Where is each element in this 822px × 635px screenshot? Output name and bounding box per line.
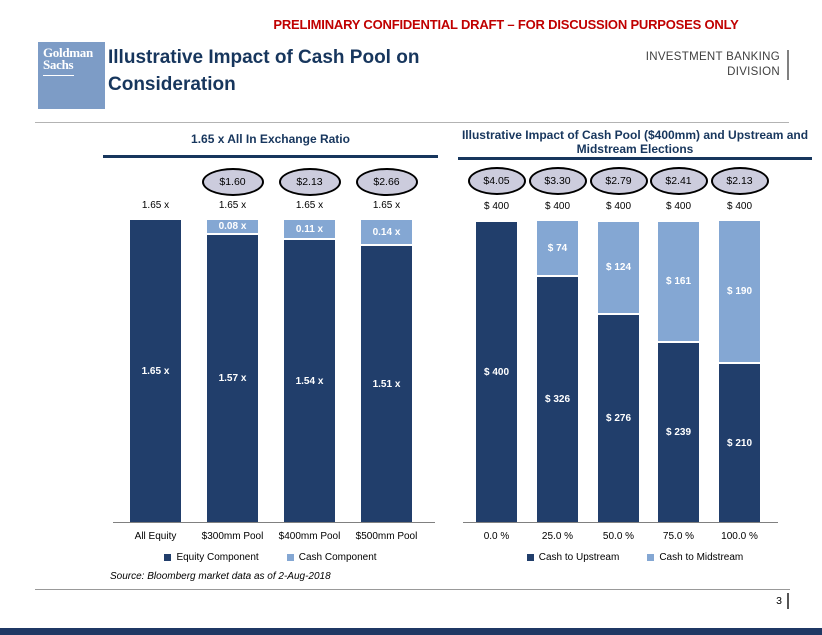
logo-text: Goldman Sachs: [38, 42, 105, 71]
callout-ellipse: $2.13: [278, 168, 341, 196]
logo-line2: Sachs: [43, 57, 74, 72]
bar-total-label: $ 400: [483, 201, 510, 212]
page-title-line1: Illustrative Impact of Cash Pool on: [108, 47, 420, 68]
bar-segment-cash-to-midstream: $ 124: [598, 222, 639, 315]
bar-total-label: $ 400: [665, 201, 692, 212]
callout-ellipse: $1.60: [201, 168, 264, 196]
legend-item: Cash Component: [286, 552, 377, 563]
x-axis-line: [463, 522, 778, 523]
header-divider: [35, 122, 789, 123]
footer-accent-bar: [0, 628, 822, 635]
bar-segment-equity-component: 1.65 x: [130, 220, 181, 522]
x-axis-label: 50.0 %: [602, 531, 635, 542]
source-note: Source: Bloomberg market data as of 2-Au…: [110, 571, 331, 582]
legend-item: Cash to Upstream: [526, 552, 620, 563]
x-axis-label: All Equity: [134, 531, 177, 542]
legend-swatch-icon: [164, 554, 172, 561]
bar-segment-cash-to-upstream: $ 326: [537, 277, 578, 522]
legend-label: Equity Component: [176, 552, 259, 563]
x-axis-label: 100.0 %: [721, 531, 758, 542]
bar-segment-cash-component: 0.14 x: [361, 220, 412, 246]
legend-item: Cash to Midstream: [647, 552, 743, 563]
confidentiality-disclaimer: PRELIMINARY CONFIDENTIAL DRAFT – FOR DIS…: [273, 17, 739, 32]
bar-segment-cash-to-midstream: $ 74: [537, 221, 578, 277]
legend-swatch-icon: [526, 554, 534, 561]
bar-segment-cash-to-upstream: $ 276: [598, 315, 639, 522]
footer-divider: [35, 589, 790, 590]
callout-ellipse: $4.05: [467, 167, 526, 195]
legend: Equity Component Cash Component: [103, 552, 438, 563]
bar-segment-cash-to-upstream: $ 400: [476, 222, 517, 522]
bar-segment-equity-component: 1.51 x: [361, 246, 412, 522]
legend-swatch-icon: [647, 554, 655, 561]
bar-segment-cash-component: 0.08 x: [207, 220, 258, 235]
page-title: Illustrative Impact of Cash Pool on Cons…: [108, 44, 538, 98]
bar-segment-cash-to-upstream: $ 239: [658, 343, 699, 522]
legend-label: Cash to Upstream: [538, 552, 620, 563]
bar-total-label: 1.65 x: [218, 200, 247, 211]
page-number: 3: [776, 593, 789, 609]
division-line2: DIVISION: [727, 66, 780, 78]
chart-title: Illustrative Impact of Cash Pool ($400mm…: [461, 128, 809, 156]
x-axis-label: 75.0 %: [662, 531, 695, 542]
bar-segment-cash-to-midstream: $ 161: [658, 222, 699, 343]
bar-total-label: $ 400: [726, 201, 753, 212]
x-axis-label: $500mm Pool: [355, 531, 418, 542]
bar-segment-equity-component: 1.57 x: [207, 235, 258, 522]
legend-item: Equity Component: [164, 552, 259, 563]
goldman-sachs-logo: Goldman Sachs: [38, 42, 105, 109]
bar-segment-cash-to-upstream: $ 210: [719, 364, 760, 522]
division-line1: INVESTMENT BANKING: [645, 51, 780, 63]
chart-title: 1.65 x All In Exchange Ratio: [191, 132, 350, 146]
x-axis-label: $400mm Pool: [278, 531, 341, 542]
bar-segment-cash-component: 0.11 x: [284, 220, 335, 240]
division-label: INVESTMENT BANKING DIVISION: [646, 50, 789, 80]
x-axis-label: 0.0 %: [483, 531, 510, 542]
bar-total-label: $ 400: [605, 201, 632, 212]
x-axis-label: $300mm Pool: [201, 531, 264, 542]
chart-title-underline: [103, 155, 438, 158]
legend-label: Cash to Midstream: [659, 552, 744, 563]
legend: Cash to Upstream Cash to Midstream: [458, 552, 812, 563]
bar-segment-cash-to-midstream: $ 190: [719, 221, 760, 364]
exchange-ratio-chart: 1.65 x All In Exchange Ratio 1.65 x 1.65 …: [103, 130, 438, 600]
logo-line1: Goldman: [43, 45, 93, 60]
callout-ellipse: $3.30: [528, 167, 587, 195]
logo-underline: [43, 75, 74, 76]
chart-title-underline: [458, 157, 812, 160]
callout-ellipse: $2.13: [710, 167, 769, 195]
bar-total-label: 1.65 x: [295, 200, 324, 211]
legend-label: Cash Component: [298, 552, 377, 563]
bar-total-label: 1.65 x: [372, 200, 401, 211]
legend-swatch-icon: [286, 554, 294, 561]
bar-total-label: 1.65 x: [141, 200, 170, 211]
page-title-line2: Consideration: [108, 74, 236, 95]
cash-pool-elections-chart: Illustrative Impact of Cash Pool ($400mm…: [458, 126, 812, 600]
bar-total-label: $ 400: [544, 201, 571, 212]
bar-segment-equity-component: 1.54 x: [284, 240, 335, 522]
callout-ellipse: $2.41: [649, 167, 708, 195]
x-axis-line: [113, 522, 435, 523]
x-axis-label: 25.0 %: [541, 531, 574, 542]
callout-ellipse: $2.66: [355, 168, 418, 196]
callout-ellipse: $2.79: [589, 167, 648, 195]
